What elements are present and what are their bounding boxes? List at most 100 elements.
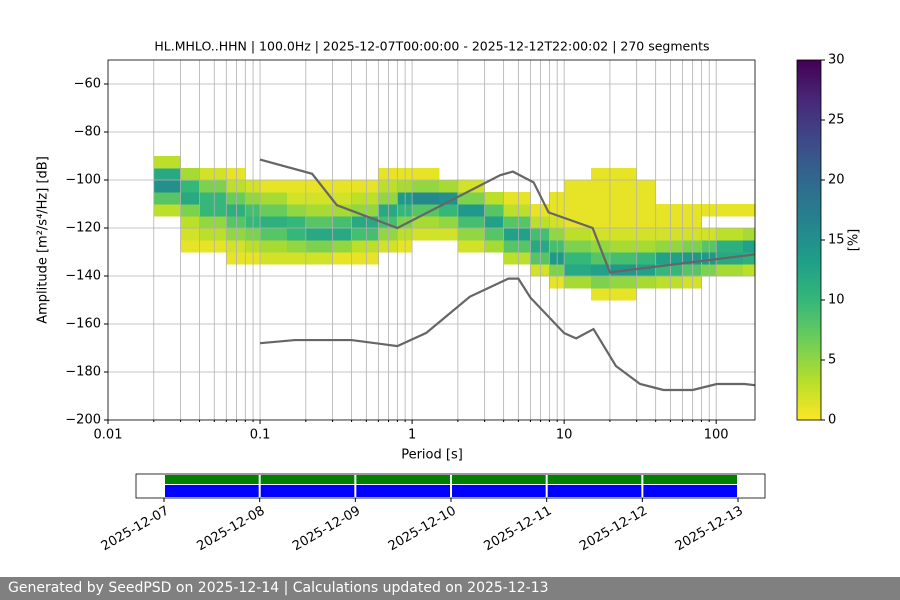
- density-cell: [457, 240, 486, 253]
- density-cell: [655, 204, 683, 217]
- colorbar-step: [797, 351, 821, 355]
- colorbar-step: [797, 75, 821, 79]
- density-cell: [609, 204, 638, 217]
- colorbar-step: [797, 99, 821, 103]
- density-cell: [286, 204, 307, 217]
- colorbar-step: [797, 312, 821, 316]
- colorbar-step: [797, 165, 821, 169]
- colorbar-step: [797, 225, 821, 229]
- density-cell: [260, 240, 288, 253]
- colorbar-tick-label: 30: [828, 53, 845, 68]
- colorbar-step: [797, 384, 821, 388]
- density-cell: [199, 216, 227, 229]
- density-cell: [305, 216, 333, 229]
- density-cell: [503, 204, 531, 217]
- density-cell: [332, 180, 352, 193]
- timeline-tick-label: 2025-12-10: [386, 504, 459, 555]
- density-cell: [503, 240, 531, 253]
- density-cell: [438, 204, 459, 217]
- colorbar-step: [797, 162, 821, 166]
- colorbar-step: [797, 237, 821, 241]
- density-cell: [682, 204, 702, 217]
- density-cell: [226, 252, 246, 265]
- colorbar-step: [797, 189, 821, 193]
- density-cell: [332, 192, 352, 205]
- colorbar-step: [797, 207, 821, 211]
- colorbar-step: [797, 240, 821, 244]
- colorbar-step: [797, 342, 821, 346]
- density-cell: [412, 216, 440, 229]
- colorbar-step: [797, 261, 821, 265]
- density-cell: [351, 252, 379, 265]
- density-cell: [503, 192, 531, 205]
- colorbar-step: [797, 288, 821, 292]
- density-cell: [226, 192, 246, 205]
- density-cell: [530, 228, 550, 241]
- colorbar-step: [797, 252, 821, 256]
- colorbar-step: [797, 333, 821, 337]
- density-cell: [286, 216, 307, 229]
- density-cell: [286, 228, 307, 241]
- colorbar-tick-label: 10: [828, 293, 845, 308]
- colorbar-step: [797, 321, 821, 325]
- colorbar-step: [797, 153, 821, 157]
- density-cell: [457, 216, 486, 229]
- density-cell: [378, 168, 398, 181]
- density-cell: [305, 240, 333, 253]
- coverage-segment: [643, 475, 738, 484]
- colorbar-step: [797, 96, 821, 100]
- density-cell: [180, 168, 200, 181]
- density-cell: [199, 192, 227, 205]
- chart-title: HL.MHLO..HHN | 100.0Hz | 2025-12-07T00:0…: [154, 39, 709, 54]
- y-tick-label: −100: [65, 173, 101, 188]
- density-cell: [682, 276, 702, 289]
- colorbar-step: [797, 198, 821, 202]
- density-cell: [351, 180, 379, 193]
- chart: HL.MHLO..HHN | 100.0Hz | 2025-12-07T00:0…: [36, 39, 862, 555]
- colorbar-step: [797, 345, 821, 349]
- colorbar-step: [797, 78, 821, 82]
- density-cell: [609, 168, 638, 181]
- colorbar-step: [797, 117, 821, 121]
- colorbar-step: [797, 177, 821, 181]
- density-cell: [412, 228, 440, 241]
- density-cell: [655, 252, 683, 265]
- colorbar-step: [797, 297, 821, 301]
- density-cell: [199, 240, 227, 253]
- density-cell: [564, 180, 592, 193]
- density-cell: [305, 192, 333, 205]
- density-cell: [503, 252, 531, 265]
- density-cell: [286, 180, 307, 193]
- colorbar-step: [797, 357, 821, 361]
- density-cell: [457, 192, 486, 205]
- density-cell: [260, 228, 288, 241]
- density-cell: [609, 180, 638, 193]
- density-cell: [590, 180, 611, 193]
- density-cell: [655, 240, 683, 253]
- density-cell: [530, 264, 550, 277]
- density-cell: [199, 180, 227, 193]
- density-cell: [438, 180, 459, 193]
- colorbar-step: [797, 126, 821, 130]
- colorbar-step: [797, 72, 821, 76]
- density-cell: [609, 192, 638, 205]
- y-tick-label: −60: [74, 77, 101, 92]
- density-cell: [153, 204, 181, 217]
- density-cell: [180, 192, 200, 205]
- density-cell: [378, 204, 398, 217]
- colorbar-step: [797, 369, 821, 373]
- density-cell: [153, 168, 181, 181]
- y-tick-label: −80: [74, 125, 101, 140]
- density-cell: [609, 252, 638, 265]
- colorbar-step: [797, 129, 821, 133]
- colorbar-step: [797, 300, 821, 304]
- density-cell: [609, 288, 638, 301]
- colorbar-step: [797, 66, 821, 70]
- density-cell: [716, 204, 744, 217]
- colorbar-step: [797, 234, 821, 238]
- density-cell: [716, 240, 744, 253]
- x-tick-label: 0.1: [250, 428, 271, 443]
- density-cell: [484, 216, 505, 229]
- y-tick-label: −160: [65, 317, 101, 332]
- colorbar-step: [797, 222, 821, 226]
